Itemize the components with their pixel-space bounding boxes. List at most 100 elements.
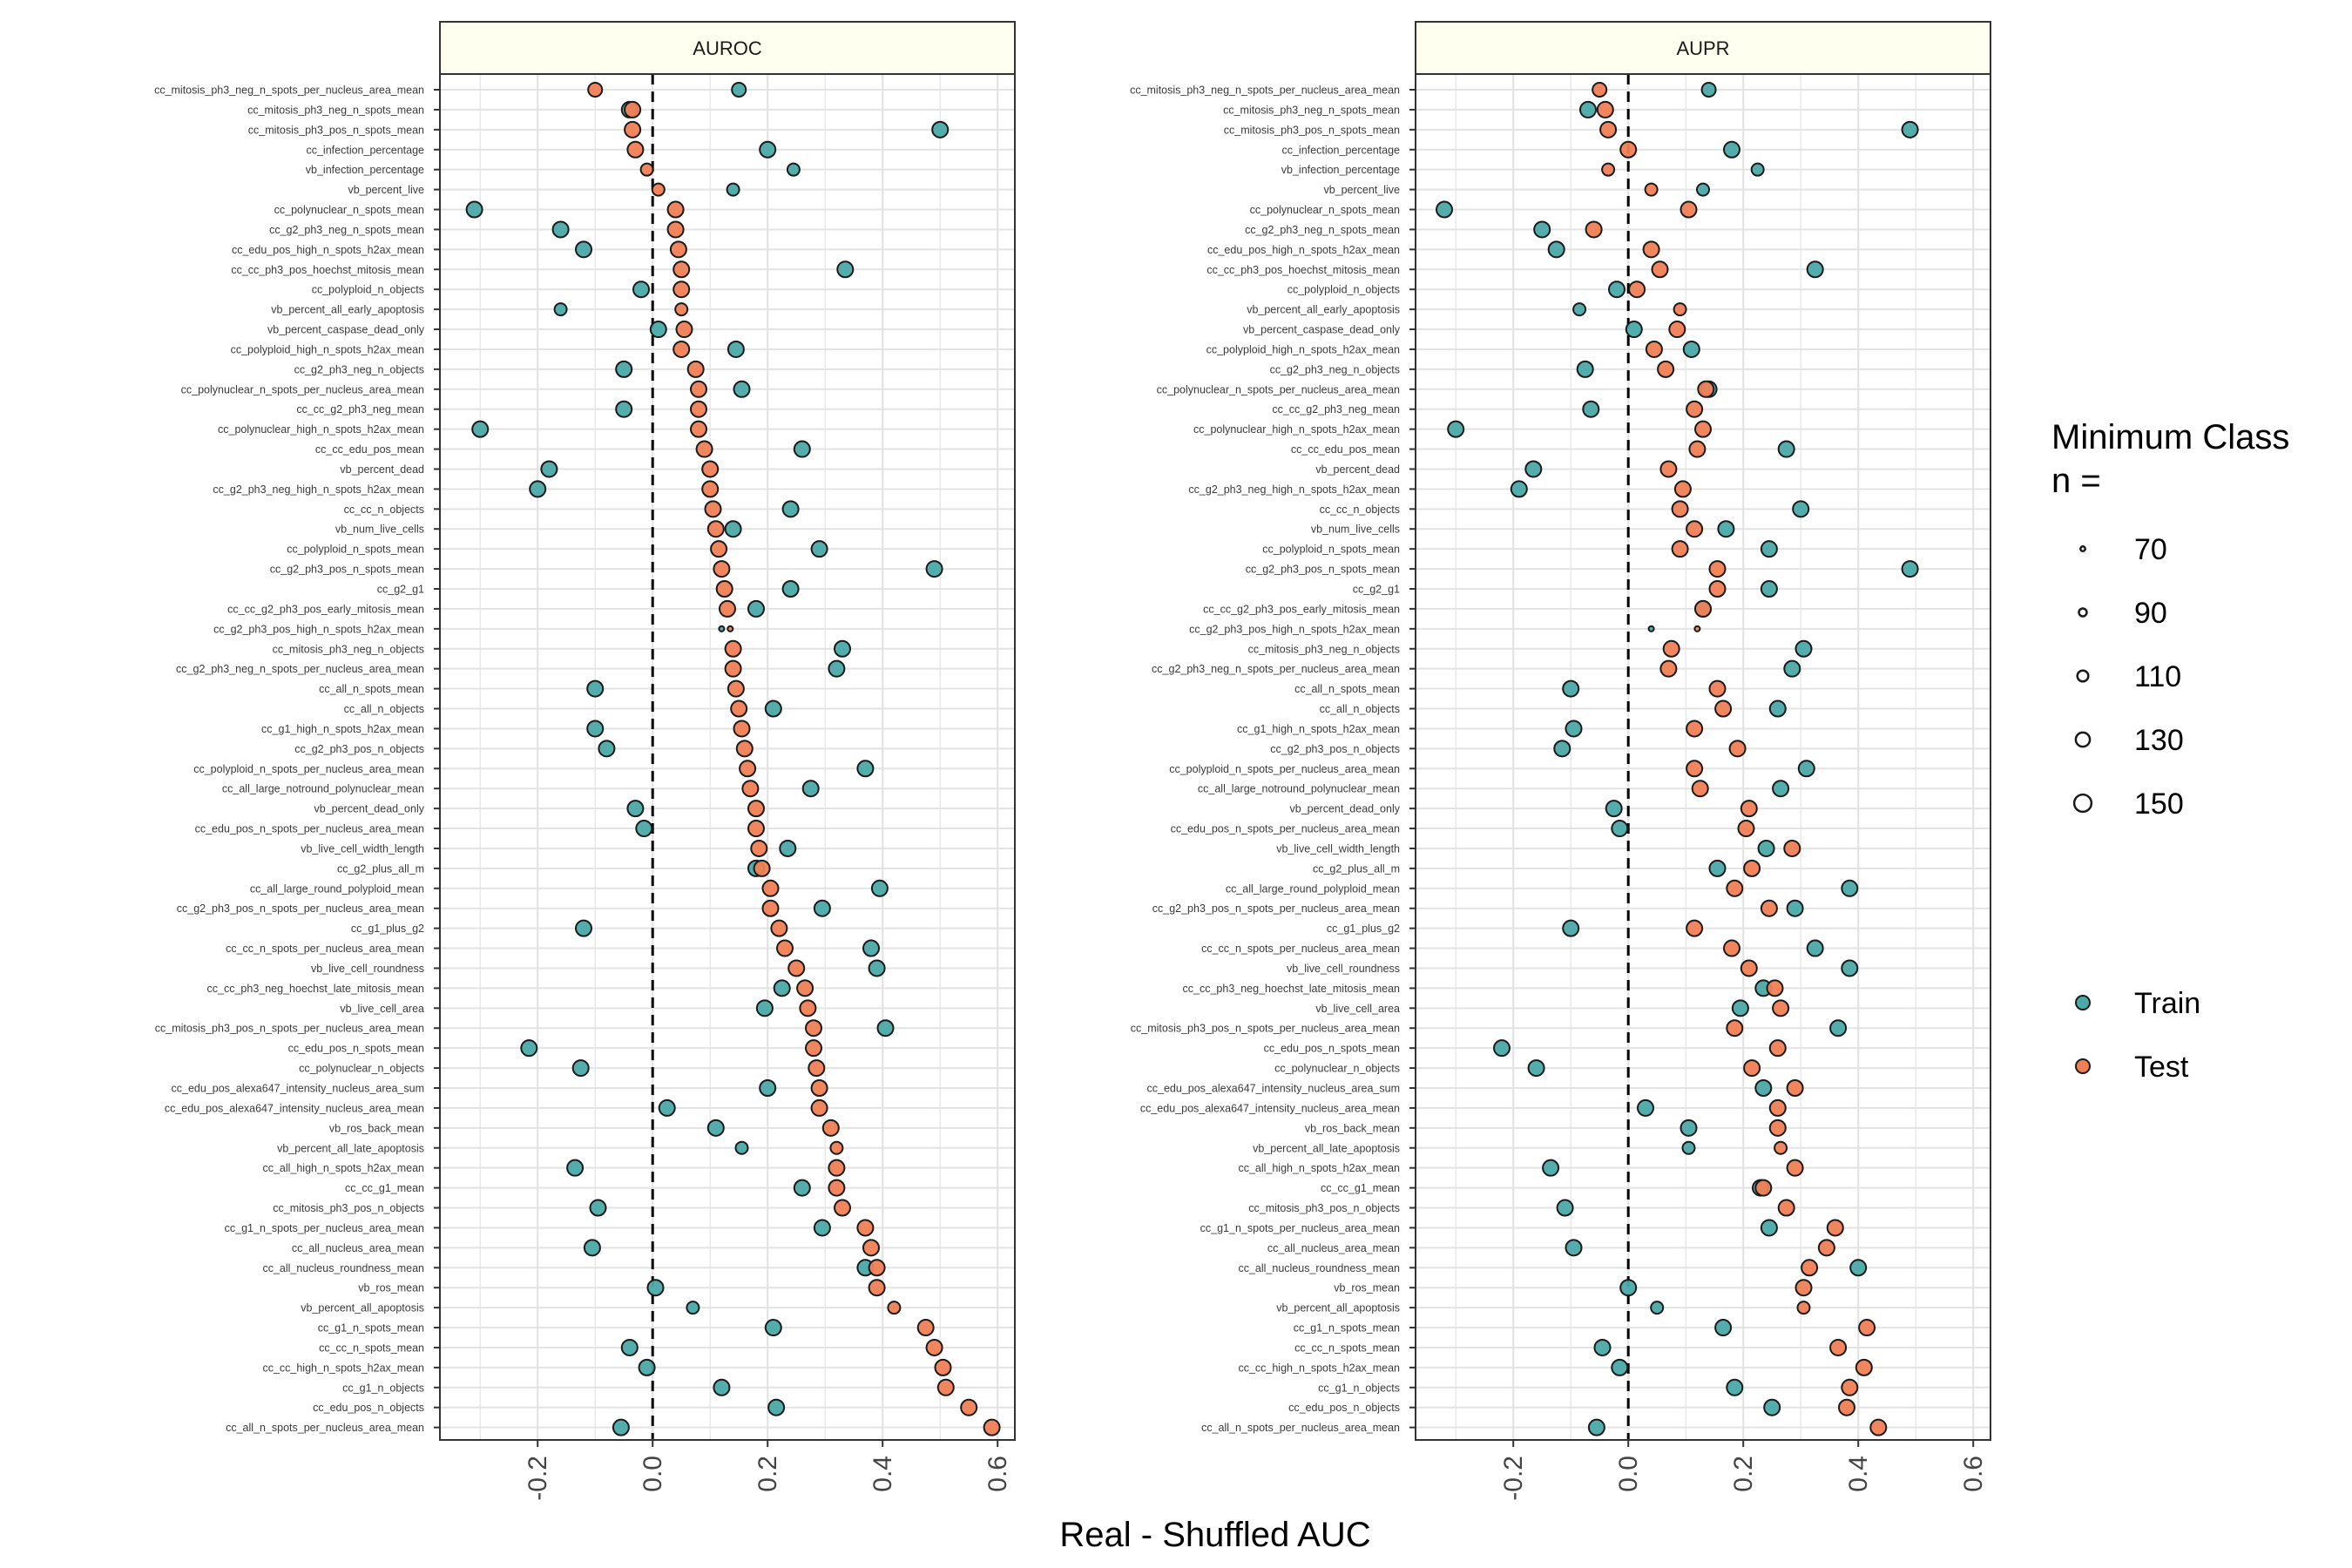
y-tick-label: vb_percent_live [348, 184, 424, 196]
y-tick-label: cc_cc_ph3_neg_hoechst_late_mitosis_mean [1183, 983, 1401, 995]
y-tick-label: vb_live_cell_roundness [1287, 963, 1400, 975]
point-train [1572, 302, 1587, 317]
legend-size-title-line2: n = [2051, 462, 2101, 500]
point-train [1562, 679, 1580, 698]
point-train [781, 580, 800, 598]
legend: Minimum Class n = 70 90 110 130 150 Train Test [2051, 418, 2289, 1084]
point-test [1786, 1079, 1804, 1097]
y-tick-label: cc_polyploid_high_n_spots_h2ax_mean [1206, 343, 1400, 355]
point-test [934, 1358, 952, 1376]
point-train [836, 260, 855, 279]
legend-size-key [2076, 669, 2090, 683]
y-tick-label: cc_mitosis_ph3_neg_n_spots_per_nucleus_a… [154, 84, 424, 97]
y-tick-label: cc_cc_ph3_neg_hoechst_late_mitosis_mean [207, 983, 425, 995]
point-test [1694, 599, 1712, 618]
x-tick-label: 0.4 [1844, 1456, 1873, 1492]
point-test [1686, 400, 1704, 418]
point-train [1510, 480, 1528, 498]
y-tick-label: cc_cc_g1_mean [1321, 1182, 1400, 1194]
point-test [719, 599, 736, 618]
point-train [813, 899, 831, 917]
point-train [566, 1159, 585, 1177]
point-test [821, 1119, 840, 1137]
point-train [583, 1239, 601, 1257]
y-tick-label: vb_live_cell_area [340, 1003, 424, 1015]
y-tick-label: cc_edu_pos_n_spots_per_nucleus_area_mean [195, 823, 424, 835]
y-tick-label: cc_g1_plus_g2 [351, 923, 424, 935]
y-tick-label: cc_polynuclear_n_objects [299, 1063, 424, 1075]
point-train [706, 1119, 725, 1137]
x-tick-label: 0.2 [1729, 1456, 1758, 1492]
point-train [1565, 1239, 1583, 1257]
point-train [1757, 839, 1775, 857]
legend-size-label: 90 [2134, 597, 2167, 630]
y-tick-label: cc_all_large_round_polyploid_mean [250, 882, 424, 895]
point-train [1579, 100, 1597, 118]
point-train [1696, 182, 1710, 197]
point-test [639, 162, 654, 177]
point-test [1794, 1279, 1813, 1297]
y-tick-label: cc_edu_pos_n_spots_per_nucleus_area_mean [1171, 823, 1400, 835]
point-test [1686, 919, 1704, 937]
point-train [1436, 200, 1453, 219]
point-test [1772, 999, 1790, 1017]
point-test [1662, 639, 1680, 658]
point-train [1783, 659, 1801, 678]
point-train [686, 1301, 700, 1315]
y-tick-label: vb_infection_percentage [306, 164, 424, 176]
panel-aupr: AUPR cc_mitosis_ph3_neg_n_spots_per_nucle… [1130, 21, 1991, 1501]
point-test [1671, 500, 1689, 518]
y-tick-label: cc_edu_pos_n_objects [1288, 1402, 1400, 1414]
y-tick-label: cc_mitosis_ph3_neg_n_spots_mean [1223, 104, 1400, 116]
point-train [1726, 1378, 1744, 1396]
y-tick-label: cc_g1_plus_g2 [1327, 923, 1400, 935]
y-tick-label: cc_g2_plus_all_m [1313, 862, 1400, 875]
point-train [1750, 162, 1765, 177]
point-train [731, 82, 747, 98]
point-test [770, 919, 788, 937]
y-tick-label: cc_mitosis_ph3_pos_n_spots_mean [248, 124, 424, 136]
y-tick-label: cc_g2_ph3_neg_n_spots_mean [269, 224, 424, 236]
facet-strip-title: AUROC [693, 37, 762, 59]
y-tick-label: cc_cc_ph3_pos_hoechst_mitosis_mean [231, 264, 424, 276]
point-train [1731, 999, 1749, 1017]
point-test [799, 999, 817, 1017]
y-tick-label: cc_all_n_spots_mean [319, 683, 424, 695]
point-test [960, 1398, 978, 1416]
y-tick-label: cc_g2_ph3_neg_n_objects [1270, 363, 1400, 375]
point-train [1553, 740, 1571, 758]
point-train [718, 625, 726, 632]
y-tick-label: cc_g2_ph3_pos_high_n_spots_h2ax_mean [1189, 623, 1400, 635]
point-test [1783, 839, 1801, 857]
y-tick-label: vb_infection_percentage [1281, 164, 1400, 176]
point-train [1533, 220, 1551, 239]
legend-color-key-test [2075, 1058, 2091, 1074]
facet-strip [439, 21, 1016, 75]
y-tick-label: cc_g1_high_n_spots_h2ax_mean [261, 723, 424, 735]
point-test [829, 1140, 844, 1155]
point-test [624, 100, 642, 118]
point-train [876, 1019, 895, 1037]
point-train [612, 1418, 630, 1436]
point-train [793, 1179, 811, 1197]
y-tick-label: vb_percent_dead_only [1290, 803, 1401, 815]
y-tick-label: cc_polynuclear_n_spots_per_nucleus_area_… [181, 383, 424, 395]
point-test [741, 780, 760, 798]
point-test [690, 420, 707, 438]
point-test [1740, 959, 1758, 977]
point-test [675, 321, 693, 339]
point-train [773, 979, 791, 997]
legend-size-label: 70 [2134, 533, 2167, 566]
y-tick-label: cc_cc_n_spots_mean [319, 1342, 424, 1354]
point-train [1611, 820, 1629, 838]
point-test [672, 260, 691, 279]
y-tick-label: cc_all_large_notround_polynuclear_mean [1198, 783, 1400, 795]
x-tick-label: 0.4 [868, 1456, 897, 1492]
point-train [1717, 520, 1735, 538]
point-train [713, 1378, 731, 1396]
legend-size-label: 150 [2134, 787, 2184, 821]
y-tick-label: cc_mitosis_ph3_pos_n_spots_mean [1224, 124, 1400, 136]
point-train [1777, 440, 1795, 458]
point-test [1651, 260, 1669, 279]
